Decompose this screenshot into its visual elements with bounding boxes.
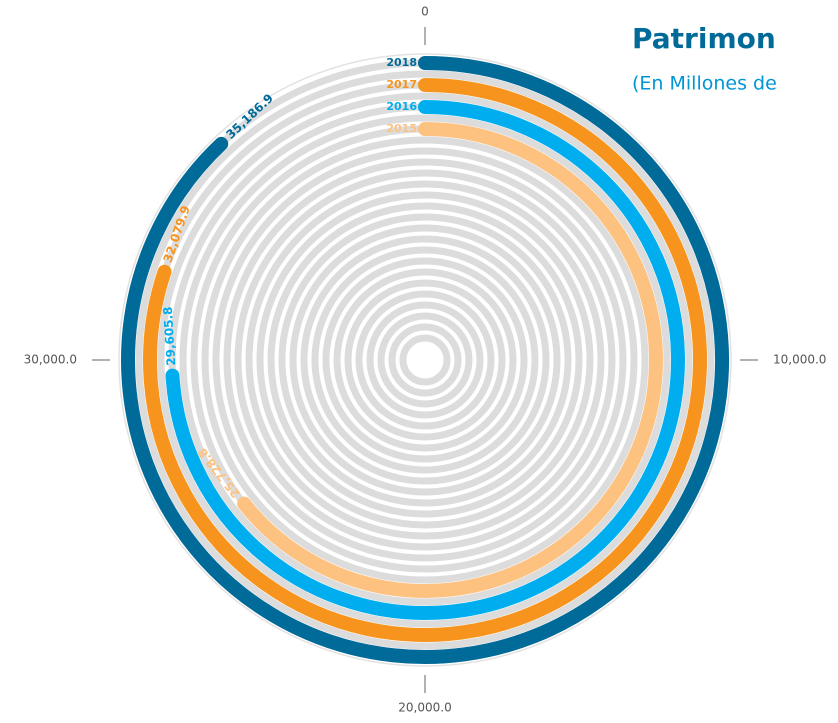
ring [289,224,561,496]
ring [234,169,616,551]
bar [121,56,729,664]
chart-subtitle: (En Millones de [632,73,777,95]
bar [165,100,685,620]
tick-label: 20,000.0 [398,701,451,715]
ring [223,158,627,562]
ring [355,290,495,430]
tick-label: 10,000.0 [773,353,826,367]
outer-ring [118,53,732,667]
ring [267,202,583,518]
ring [256,191,594,529]
ring [344,279,506,441]
ring [157,92,693,628]
ring [135,70,715,650]
ring [212,147,638,573]
ring [399,334,451,386]
category-label: 2017 [386,78,417,91]
ring [322,257,528,463]
category-label: 2015 [386,122,417,135]
ring [300,235,550,485]
category-label: 2018 [386,56,417,69]
tick-label: 30,000.0 [24,353,77,367]
bar [143,78,707,642]
value-label: 29,605.8 [161,306,179,366]
tick-label: 0 [421,5,429,19]
ring [377,312,473,408]
ring [388,323,462,397]
ring [201,136,649,584]
ring [333,268,517,452]
ring [179,114,671,606]
chart-title: Patrimon [632,22,776,55]
center [409,344,441,376]
category-label: 2016 [386,100,417,113]
ring [278,213,572,507]
ring [366,301,484,419]
ring [311,246,539,474]
bar [237,122,663,598]
ring [245,180,605,540]
